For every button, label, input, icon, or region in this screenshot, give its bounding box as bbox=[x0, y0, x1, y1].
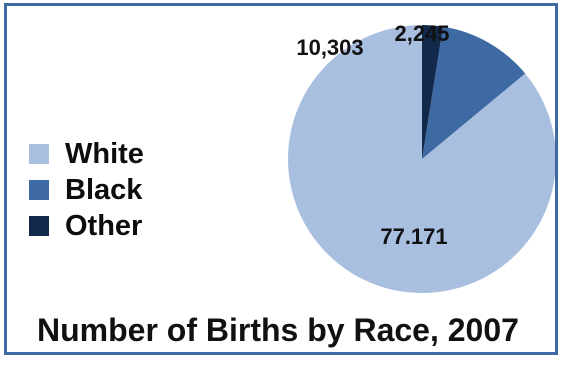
pie-slice-white bbox=[288, 25, 555, 293]
data-label-white: 77.171 bbox=[380, 224, 447, 249]
legend-label-other: Other bbox=[65, 209, 143, 242]
data-label-black: 10,303 bbox=[296, 35, 363, 60]
legend-label-black: Black bbox=[65, 173, 143, 206]
pie-slice-other bbox=[422, 25, 443, 159]
chart-title: Number of Births by Race, 2007 bbox=[37, 312, 519, 348]
legend-label-white: White bbox=[65, 137, 144, 170]
legend-swatch-black bbox=[29, 180, 49, 200]
data-label-other: 2,245 bbox=[394, 21, 449, 46]
legend-item-black: Black bbox=[29, 172, 144, 208]
legend-item-white: White bbox=[29, 136, 144, 172]
legend: White Black Other bbox=[29, 136, 144, 244]
legend-swatch-white bbox=[29, 144, 49, 164]
pie-slice-black bbox=[422, 26, 526, 159]
chart-frame: White Black Other 77.171 10,303 2,245 Numb… bbox=[4, 3, 558, 355]
pie-chart: 77.171 10,303 2,245 bbox=[288, 21, 555, 293]
legend-swatch-other bbox=[29, 216, 49, 236]
legend-item-other: Other bbox=[29, 208, 144, 244]
